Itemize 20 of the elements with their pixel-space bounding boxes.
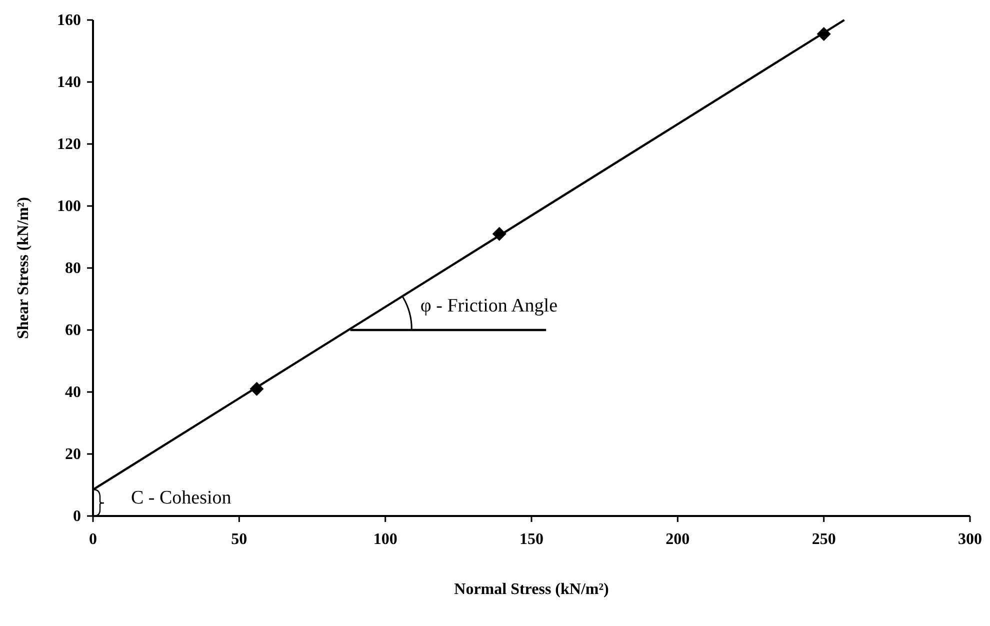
x-tick-label: 250 [812, 531, 836, 548]
y-axis-title: Shear Stress (kN/m²) [15, 197, 32, 339]
y-tick-label: 20 [65, 446, 81, 463]
annotation: φ - Friction Angle [420, 295, 558, 316]
x-axis-title: Normal Stress (kN/m²) [454, 581, 609, 598]
y-tick-label: 0 [73, 508, 81, 525]
y-tick-label: 140 [57, 74, 81, 91]
y-tick-label: 80 [65, 260, 81, 277]
y-tick-label: 60 [65, 322, 81, 339]
x-tick-label: 150 [520, 531, 544, 548]
y-tick-label: 40 [65, 384, 81, 401]
x-tick-label: 0 [89, 531, 97, 548]
x-tick-label: 100 [373, 531, 398, 548]
x-tick-label: 200 [666, 531, 690, 548]
y-tick-label: 100 [57, 198, 81, 215]
annotation: C - Cohesion [131, 488, 232, 509]
x-tick-label: 50 [231, 531, 248, 548]
y-tick-label: 120 [57, 136, 81, 153]
x-tick-label: 300 [958, 531, 982, 548]
y-tick-label: 160 [57, 12, 81, 29]
